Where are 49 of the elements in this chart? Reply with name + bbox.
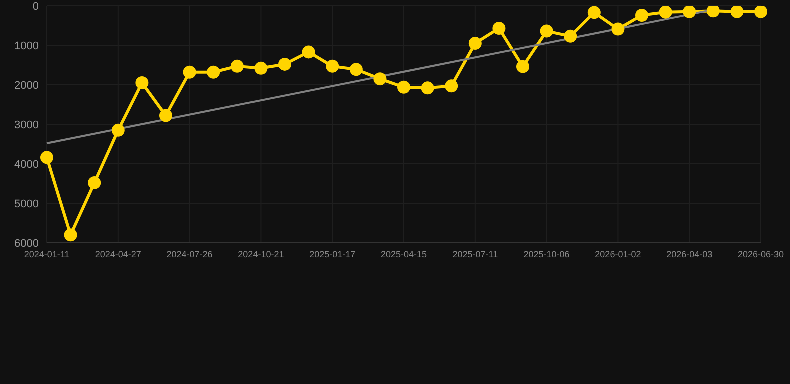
point: [636, 8, 648, 22]
x-tick-label: 2024-10-21: [238, 249, 284, 260]
y-tick-label: 4000: [14, 158, 39, 171]
point: [659, 6, 672, 19]
point: [468, 37, 482, 50]
point: [540, 24, 554, 38]
x-tick-label: 2024-01-11: [24, 249, 70, 260]
y-tick-label: 3000: [14, 119, 39, 132]
y-tick-label: 1000: [14, 40, 39, 52]
point: [588, 6, 601, 20]
point: [398, 80, 410, 94]
point: [516, 60, 530, 74]
point: [254, 62, 268, 75]
point: [326, 60, 340, 73]
point: [612, 22, 625, 36]
point: [564, 30, 578, 43]
point: [350, 63, 363, 76]
y-tick-label: 5000: [14, 198, 39, 210]
point: [40, 151, 54, 164]
point: [183, 66, 196, 79]
point: [207, 66, 220, 79]
point: [683, 6, 696, 18]
point: [136, 76, 149, 90]
point: [64, 228, 78, 242]
y-tick-label: 0: [32, 0, 39, 13]
point: [302, 46, 316, 59]
point: [374, 72, 387, 86]
x-tick-label: 2026-01-02: [595, 249, 642, 260]
point: [730, 6, 744, 18]
y-tick-label: 6000: [14, 238, 39, 250]
point: [160, 109, 172, 122]
x-tick-label: 2025-10-06: [524, 249, 570, 260]
y-tick-label: 2000: [14, 80, 39, 92]
point: [421, 82, 434, 95]
point: [112, 124, 125, 137]
point: [230, 60, 244, 73]
point: [754, 6, 768, 18]
point: [492, 22, 506, 36]
point: [88, 176, 102, 190]
x-tick-label: 2025-04-15: [380, 249, 428, 260]
x-tick-label: 2026-04-03: [666, 249, 713, 260]
point: [445, 80, 458, 93]
x-tick-label: 2025-07-11: [452, 249, 498, 260]
x-tick-label: 2024-04-27: [95, 249, 142, 260]
x-tick-label: 2026-06-30: [738, 249, 784, 260]
point: [706, 6, 720, 18]
x-tick-label: 2025-01-17: [310, 249, 356, 260]
point: [278, 58, 292, 71]
x-tick-label: 2024-07-26: [166, 249, 213, 260]
